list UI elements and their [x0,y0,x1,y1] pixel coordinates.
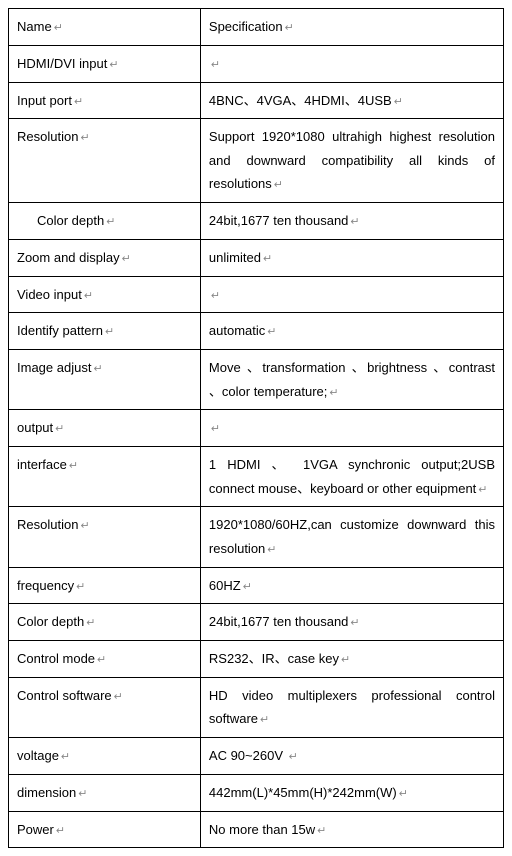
cell-spec: ↵ [200,410,503,447]
cell-spec: Move 、transformation 、brightness 、contra… [200,350,503,410]
paragraph-mark-icon: ↵ [61,751,70,763]
paragraph-mark-icon: ↵ [78,788,87,800]
cell-name: Input port↵ [9,82,201,119]
table-row: interface↵1 HDMI 、 1VGA synchronic outpu… [9,447,504,507]
paragraph-mark-icon: ↵ [54,22,63,34]
table-row: Name↵Specification↵ [9,9,504,46]
paragraph-mark-icon: ↵ [109,59,118,71]
paragraph-mark-icon: ↵ [243,581,252,593]
paragraph-mark-icon: ↵ [399,788,408,800]
cell-spec: ↵ [200,45,503,82]
cell-spec: 60HZ↵ [200,567,503,604]
cell-spec: 24bit,1677 ten thousand↵ [200,604,503,641]
paragraph-mark-icon: ↵ [285,22,294,34]
cell-name: Resolution↵ [9,119,201,203]
paragraph-mark-icon: ↵ [274,179,283,191]
paragraph-mark-icon: ↵ [267,326,276,338]
cell-spec: HD video multiplexers professional contr… [200,677,503,737]
paragraph-mark-icon: ↵ [350,216,359,228]
cell-spec: 442mm(L)*45mm(H)*242mm(W)↵ [200,774,503,811]
paragraph-mark-icon: ↵ [80,520,89,532]
paragraph-mark-icon: ↵ [76,581,85,593]
table-row: dimension↵442mm(L)*45mm(H)*242mm(W)↵ [9,774,504,811]
paragraph-mark-icon: ↵ [267,544,276,556]
paragraph-mark-icon: ↵ [263,253,272,265]
paragraph-mark-icon: ↵ [122,253,131,265]
paragraph-mark-icon: ↵ [69,460,78,472]
cell-spec: automatic↵ [200,313,503,350]
table-row: Power↵No more than 15w↵ [9,811,504,848]
table-row: Resolution↵1920*1080/60HZ,can customize … [9,507,504,567]
cell-name: Color depth↵ [9,202,201,239]
paragraph-mark-icon: ↵ [80,132,89,144]
table-row: Control software↵HD video multiplexers p… [9,677,504,737]
cell-name: Color depth↵ [9,604,201,641]
cell-spec: 1920*1080/60HZ,can customize downward th… [200,507,503,567]
cell-spec: RS232、IR、case key↵ [200,641,503,678]
cell-name: Zoom and display↵ [9,239,201,276]
cell-name: dimension↵ [9,774,201,811]
cell-name: Resolution↵ [9,507,201,567]
table-row: frequency↵60HZ↵ [9,567,504,604]
cell-name: voltage↵ [9,738,201,775]
paragraph-mark-icon: ↵ [74,96,83,108]
paragraph-mark-icon: ↵ [105,326,114,338]
paragraph-mark-icon: ↵ [97,654,106,666]
cell-spec: ↵ [200,276,503,313]
cell-name: interface↵ [9,447,201,507]
cell-name: Control software↵ [9,677,201,737]
table-row: Image adjust↵Move 、transformation 、brigh… [9,350,504,410]
paragraph-mark-icon: ↵ [56,825,65,837]
table-row: Color depth↵24bit,1677 ten thousand↵ [9,202,504,239]
paragraph-mark-icon: ↵ [106,216,115,228]
cell-spec: AC 90~260V ↵ [200,738,503,775]
paragraph-mark-icon: ↵ [350,617,359,629]
table-row: Identify pattern↵automatic↵ [9,313,504,350]
cell-name: HDMI/DVI input↵ [9,45,201,82]
cell-name: Image adjust↵ [9,350,201,410]
paragraph-mark-icon: ↵ [478,484,487,496]
cell-spec: 1 HDMI 、 1VGA synchronic output;2USB con… [200,447,503,507]
paragraph-mark-icon: ↵ [84,290,93,302]
cell-name: Name↵ [9,9,201,46]
paragraph-mark-icon: ↵ [114,691,123,703]
cell-spec: Support 1920*1080 ultrahigh highest reso… [200,119,503,203]
paragraph-mark-icon: ↵ [260,714,269,726]
table-row: output↵↵ [9,410,504,447]
paragraph-mark-icon: ↵ [317,825,326,837]
table-row: voltage↵AC 90~260V ↵ [9,738,504,775]
spec-table-body: Name↵Specification↵HDMI/DVI input↵↵Input… [9,9,504,848]
paragraph-mark-icon: ↵ [93,363,102,375]
paragraph-mark-icon: ↵ [329,387,338,399]
table-row: Video input↵↵ [9,276,504,313]
cell-name: Identify pattern↵ [9,313,201,350]
paragraph-mark-icon: ↵ [341,654,350,666]
table-row: Input port↵4BNC、4VGA、4HDMI、4USB↵ [9,82,504,119]
paragraph-mark-icon: ↵ [55,423,64,435]
cell-spec: 24bit,1677 ten thousand↵ [200,202,503,239]
cell-name: frequency↵ [9,567,201,604]
cell-spec: No more than 15w↵ [200,811,503,848]
cell-spec: unlimited↵ [200,239,503,276]
paragraph-mark-icon: ↵ [86,617,95,629]
paragraph-mark-icon: ↵ [289,751,298,763]
table-row: HDMI/DVI input↵↵ [9,45,504,82]
paragraph-mark-icon: ↵ [211,59,220,71]
paragraph-mark-icon: ↵ [211,423,220,435]
spec-table: Name↵Specification↵HDMI/DVI input↵↵Input… [8,8,504,848]
paragraph-mark-icon: ↵ [394,96,403,108]
cell-name: output↵ [9,410,201,447]
paragraph-mark-icon: ↵ [211,290,220,302]
table-row: Zoom and display↵unlimited↵ [9,239,504,276]
cell-name: Power↵ [9,811,201,848]
table-row: Color depth↵24bit,1677 ten thousand↵ [9,604,504,641]
cell-name: Control mode↵ [9,641,201,678]
table-row: Resolution↵Support 1920*1080 ultrahigh h… [9,119,504,203]
cell-spec: 4BNC、4VGA、4HDMI、4USB↵ [200,82,503,119]
cell-name: Video input↵ [9,276,201,313]
table-row: Control mode↵RS232、IR、case key↵ [9,641,504,678]
cell-spec: Specification↵ [200,9,503,46]
